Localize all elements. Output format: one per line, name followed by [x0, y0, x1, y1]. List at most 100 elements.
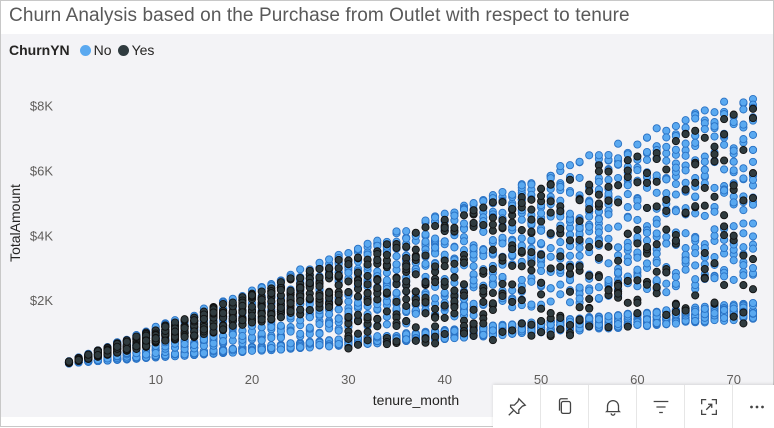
- data-point-yes[interactable]: [585, 243, 594, 252]
- data-point-yes[interactable]: [469, 326, 478, 335]
- data-point-no[interactable]: [720, 313, 729, 323]
- data-point-no[interactable]: [546, 244, 555, 253]
- data-point-yes[interactable]: [276, 313, 285, 322]
- legend-item-yes[interactable]: Yes: [117, 42, 154, 58]
- data-point-yes[interactable]: [633, 239, 642, 248]
- data-point-no[interactable]: [662, 142, 671, 151]
- data-point-yes[interactable]: [479, 297, 488, 306]
- data-point-no[interactable]: [729, 275, 738, 284]
- data-point-no[interactable]: [681, 229, 690, 238]
- data-point-yes[interactable]: [257, 287, 266, 296]
- data-point-yes[interactable]: [508, 280, 517, 289]
- data-point-yes[interactable]: [411, 336, 420, 345]
- data-point-yes[interactable]: [132, 332, 141, 341]
- data-point-yes[interactable]: [594, 239, 603, 248]
- data-point-no[interactable]: [344, 249, 353, 258]
- data-point-no[interactable]: [315, 320, 324, 329]
- data-point-no[interactable]: [720, 186, 729, 195]
- data-point-yes[interactable]: [373, 283, 382, 292]
- data-point-yes[interactable]: [479, 287, 488, 296]
- data-point-yes[interactable]: [363, 327, 372, 336]
- data-point-no[interactable]: [421, 259, 430, 268]
- data-point-no[interactable]: [671, 279, 680, 288]
- data-point-yes[interactable]: [305, 278, 314, 287]
- data-point-yes[interactable]: [180, 332, 189, 341]
- data-point-yes[interactable]: [334, 281, 343, 290]
- data-point-no[interactable]: [565, 251, 575, 260]
- data-point-no[interactable]: [748, 309, 758, 318]
- data-point-no[interactable]: [546, 252, 555, 261]
- data-point-no[interactable]: [527, 277, 536, 286]
- data-point-no[interactable]: [662, 288, 671, 297]
- data-point-yes[interactable]: [402, 262, 411, 271]
- data-point-no[interactable]: [479, 245, 488, 255]
- data-point-yes[interactable]: [739, 281, 748, 290]
- data-point-no[interactable]: [739, 219, 748, 228]
- data-point-yes[interactable]: [748, 255, 758, 264]
- data-point-no[interactable]: [662, 232, 671, 241]
- data-point-yes[interactable]: [411, 245, 420, 254]
- data-point-no[interactable]: [710, 274, 719, 283]
- data-point-yes[interactable]: [382, 240, 391, 249]
- data-point-yes[interactable]: [604, 242, 613, 251]
- data-point-yes[interactable]: [334, 255, 343, 264]
- data-point-yes[interactable]: [623, 166, 632, 175]
- data-point-no[interactable]: [652, 124, 661, 133]
- data-point-yes[interactable]: [151, 334, 160, 343]
- data-point-no[interactable]: [739, 120, 748, 129]
- data-point-yes[interactable]: [392, 321, 401, 331]
- data-point-yes[interactable]: [633, 298, 642, 307]
- data-point-no[interactable]: [633, 320, 642, 329]
- data-point-yes[interactable]: [382, 250, 391, 259]
- data-point-no[interactable]: [729, 222, 738, 231]
- data-point-yes[interactable]: [353, 253, 363, 262]
- data-point-no[interactable]: [565, 161, 575, 170]
- data-point-yes[interactable]: [527, 248, 536, 257]
- data-point-yes[interactable]: [594, 199, 603, 208]
- data-point-yes[interactable]: [209, 322, 218, 331]
- data-point-yes[interactable]: [219, 299, 228, 309]
- data-point-no[interactable]: [286, 327, 295, 336]
- data-point-yes[interactable]: [748, 193, 758, 203]
- data-point-yes[interactable]: [498, 216, 507, 225]
- data-point-no[interactable]: [392, 252, 401, 261]
- data-point-yes[interactable]: [498, 279, 507, 288]
- data-point-yes[interactable]: [691, 160, 700, 169]
- data-point-no[interactable]: [257, 345, 266, 354]
- data-point-yes[interactable]: [363, 336, 372, 345]
- data-point-yes[interactable]: [575, 315, 584, 324]
- data-point-no[interactable]: [575, 283, 584, 292]
- data-point-no[interactable]: [614, 173, 623, 183]
- data-point-yes[interactable]: [614, 181, 623, 190]
- data-point-yes[interactable]: [633, 276, 642, 285]
- data-point-yes[interactable]: [671, 236, 680, 245]
- data-point-yes[interactable]: [315, 273, 324, 282]
- data-point-no[interactable]: [623, 190, 632, 199]
- data-point-no[interactable]: [450, 211, 459, 220]
- data-point-no[interactable]: [642, 259, 652, 268]
- data-point-no[interactable]: [286, 339, 295, 348]
- data-point-yes[interactable]: [353, 292, 363, 301]
- data-point-no[interactable]: [729, 256, 738, 265]
- data-point-no[interactable]: [488, 273, 497, 282]
- data-point-no[interactable]: [575, 251, 584, 260]
- data-point-no[interactable]: [748, 232, 758, 241]
- data-point-yes[interactable]: [344, 344, 353, 353]
- data-point-yes[interactable]: [662, 165, 671, 174]
- data-point-yes[interactable]: [267, 314, 276, 324]
- data-point-yes[interactable]: [421, 223, 430, 232]
- data-point-yes[interactable]: [594, 253, 603, 262]
- data-point-no[interactable]: [739, 261, 748, 270]
- data-point-no[interactable]: [739, 206, 748, 215]
- data-point-yes[interactable]: [286, 299, 295, 308]
- data-point-yes[interactable]: [498, 198, 507, 207]
- data-point-yes[interactable]: [315, 292, 324, 301]
- data-point-no[interactable]: [691, 192, 700, 201]
- data-point-yes[interactable]: [257, 303, 266, 312]
- data-point-no[interactable]: [402, 335, 411, 344]
- data-point-yes[interactable]: [720, 115, 729, 124]
- data-point-no[interactable]: [700, 125, 709, 134]
- data-point-no[interactable]: [556, 162, 565, 171]
- data-point-no[interactable]: [238, 347, 247, 356]
- data-point-yes[interactable]: [344, 260, 353, 269]
